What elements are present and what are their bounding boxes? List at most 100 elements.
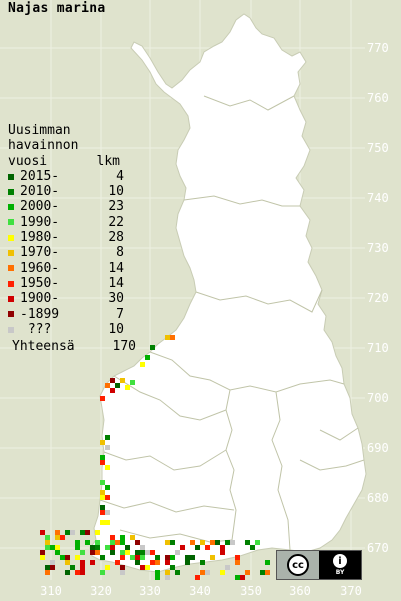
occurrence-square bbox=[165, 570, 170, 575]
occurrence-square bbox=[100, 480, 105, 485]
occurrence-square bbox=[100, 510, 105, 515]
occurrence-square bbox=[125, 550, 130, 555]
occurrence-square bbox=[85, 530, 90, 535]
occurrence-square bbox=[205, 570, 210, 575]
legend-row-label: 2015- bbox=[20, 168, 60, 184]
occurrence-square bbox=[65, 570, 70, 575]
legend-swatch bbox=[8, 173, 14, 180]
x-tick-label: 310 bbox=[40, 584, 62, 598]
occurrence-square bbox=[170, 540, 175, 545]
legend-row: 2010- 10 bbox=[8, 184, 136, 199]
legend-row-label: 1900- bbox=[20, 291, 60, 307]
occurrence-square bbox=[75, 570, 80, 575]
occurrence-square bbox=[145, 355, 150, 360]
occurrence-square bbox=[120, 378, 125, 383]
legend-column-headers: vuosi lkm bbox=[8, 154, 120, 169]
legend-row-label: 1960- bbox=[20, 260, 60, 276]
legend-row-count: 4 bbox=[116, 168, 124, 184]
occurrence-square bbox=[80, 550, 85, 555]
occurrence-square bbox=[80, 530, 85, 535]
legend-total-count: 170 bbox=[112, 338, 136, 354]
occurrence-square bbox=[165, 540, 170, 545]
occurrence-squares bbox=[40, 335, 270, 580]
occurrence-square bbox=[110, 378, 115, 383]
occurrence-square bbox=[135, 560, 140, 565]
occurrence-square bbox=[155, 560, 160, 565]
occurrence-square bbox=[195, 545, 200, 550]
occurrence-square bbox=[100, 495, 105, 500]
occurrence-square bbox=[130, 555, 135, 560]
occurrence-square bbox=[135, 555, 140, 560]
occurrence-square bbox=[115, 383, 120, 388]
occurrence-square bbox=[40, 530, 45, 535]
occurrence-square bbox=[110, 540, 115, 545]
occurrence-square bbox=[60, 535, 65, 540]
occurrence-square bbox=[145, 550, 150, 555]
occurrence-square bbox=[95, 545, 100, 550]
legend-swatch bbox=[8, 204, 14, 211]
x-tick-label: 320 bbox=[90, 584, 112, 598]
occurrence-square bbox=[140, 545, 145, 550]
occurrence-square bbox=[225, 540, 230, 545]
license-badge[interactable]: cc i BY bbox=[276, 550, 362, 580]
occurrence-square bbox=[265, 570, 270, 575]
occurrence-square bbox=[85, 540, 90, 545]
occurrence-square bbox=[190, 540, 195, 545]
occurrence-square bbox=[135, 550, 140, 555]
occurrence-square bbox=[235, 555, 240, 560]
occurrence-square bbox=[80, 560, 85, 565]
y-tick-label: 770 bbox=[367, 41, 389, 55]
legend-row: 1900- 30 bbox=[8, 291, 136, 306]
occurrence-square bbox=[95, 540, 100, 545]
occurrence-square bbox=[120, 570, 125, 575]
occurrence-square bbox=[100, 460, 105, 465]
occurrence-square bbox=[40, 550, 45, 555]
legend-row: 1980- 28 bbox=[8, 230, 136, 245]
occurrence-square bbox=[100, 555, 105, 560]
by-label: BY bbox=[335, 569, 345, 576]
legend-row-label: 1990- bbox=[20, 214, 60, 230]
occurrence-square bbox=[220, 545, 225, 550]
legend-row-label: 1970- bbox=[20, 245, 60, 261]
legend-row: 1950- 14 bbox=[8, 276, 136, 291]
occurrence-square bbox=[135, 540, 140, 545]
occurrence-square bbox=[205, 545, 210, 550]
legend-swatch bbox=[8, 326, 14, 333]
occurrence-square bbox=[210, 540, 215, 545]
occurrence-square bbox=[65, 530, 70, 535]
x-tick-label: 370 bbox=[340, 584, 362, 598]
occurrence-square bbox=[120, 550, 125, 555]
legend-swatch bbox=[8, 250, 14, 257]
legend-row-count: 14 bbox=[108, 260, 124, 276]
legend-row-label: 1980- bbox=[20, 230, 60, 246]
legend-row-count: 28 bbox=[108, 230, 124, 246]
cc-icon-area: cc bbox=[277, 551, 319, 579]
occurrence-square bbox=[200, 560, 205, 565]
occurrence-square bbox=[230, 540, 235, 545]
occurrence-square bbox=[265, 560, 270, 565]
legend-row-count: 7 bbox=[116, 306, 124, 322]
occurrence-square bbox=[65, 560, 70, 565]
occurrence-square bbox=[145, 565, 150, 570]
occurrence-square bbox=[155, 575, 160, 580]
occurrence-square bbox=[150, 550, 155, 555]
occurrence-square bbox=[255, 540, 260, 545]
occurrence-square bbox=[110, 535, 115, 540]
occurrence-square bbox=[170, 565, 175, 570]
legend-swatch bbox=[8, 219, 14, 226]
occurrence-square bbox=[170, 335, 175, 340]
occurrence-square bbox=[90, 550, 95, 555]
y-tick-label: 750 bbox=[367, 141, 389, 155]
occurrence-square bbox=[110, 550, 115, 555]
occurrence-square bbox=[165, 555, 170, 560]
legend-total-label: Yhteensä bbox=[12, 338, 75, 354]
legend-row-count: 8 bbox=[116, 245, 124, 261]
legend-header-line-1: Uusimman bbox=[8, 123, 71, 138]
occurrence-square bbox=[105, 465, 110, 470]
occurrence-square bbox=[200, 540, 205, 545]
occurrence-square bbox=[110, 388, 115, 393]
occurrence-square bbox=[50, 560, 55, 565]
occurrence-square bbox=[105, 565, 110, 570]
